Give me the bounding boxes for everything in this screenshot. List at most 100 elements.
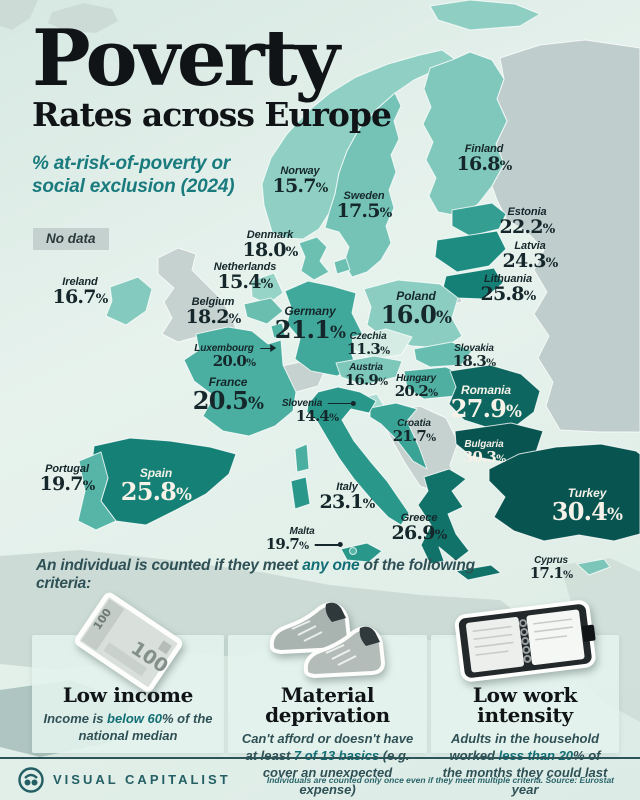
visual-capitalist-logo-icon (18, 766, 44, 793)
country-name: Cyprus (534, 555, 568, 566)
card-title-material-deprivation: Material deprivation (265, 683, 390, 727)
page-title: Poverty (32, 13, 340, 104)
country-name: Spain (139, 466, 173, 480)
country-label-ireland: Ireland 16.7% (52, 276, 109, 309)
sneakers-icon (258, 591, 398, 692)
country-rate-value: 20.0% (212, 352, 256, 370)
country-rate-value: 19.7% (266, 536, 343, 552)
country-label-greece: Greece 26.9% (391, 512, 448, 545)
country-label-germany: Germany 21.1% (274, 304, 346, 345)
country-rate-value: 15.7% (272, 175, 329, 198)
country-name: Greece (400, 512, 438, 524)
country-label-bulgaria: Bulgaria 30.3% (463, 439, 506, 465)
country-rate-value: 18.2% (185, 306, 242, 329)
country-rate-value: 20.2% (394, 382, 438, 400)
country-rate-value: 26.9% (391, 522, 448, 545)
brand-name: VISUAL CAPITALIST (53, 772, 231, 787)
country-label-turkey: Turkey 30.4% (551, 486, 623, 527)
country-label-luxembourg: Luxembourg 20.0% (194, 343, 276, 370)
country-label-italy: Italy 23.1% (320, 481, 376, 512)
country-label-portugal: Portugal 19.7% (39, 463, 96, 496)
metric-description: % at-risk-of-poverty or social exclusion… (32, 153, 235, 197)
country-label-france: France 20.5% (192, 375, 264, 416)
euro-banknote-icon: 100 100 (68, 591, 188, 700)
country-label-finland: Finland 16.8% (456, 143, 513, 176)
country-label-romania: Romania 27.9% (450, 383, 522, 424)
country-label-norway: Norway 15.7% (272, 165, 329, 198)
country-label-hungary: Hungary 20.2% (395, 373, 438, 399)
country-label-croatia: Croatia 21.7% (393, 418, 436, 444)
country-rate-value: 15.4% (217, 271, 274, 294)
country-name: Malta (289, 526, 315, 537)
pointer-arrow-icon (314, 542, 343, 547)
country-name: Austria (349, 362, 383, 373)
country-rate-value: 22.2% (499, 216, 556, 239)
country-name: Lithuania (483, 273, 532, 285)
country-name: Slovenia (282, 398, 357, 409)
card-body-material-deprivation: Can't afford or doesn't have at least 7 … (241, 731, 414, 798)
planner-icon (447, 591, 603, 692)
country-name: Ireland (62, 276, 98, 288)
country-label-slovakia: Slovakia 18.3% (453, 343, 496, 369)
country-name: Estonia (507, 206, 547, 218)
country-label-denmark: Denmark 18.0% (242, 229, 299, 262)
country-label-slovenia: Slovenia 14.4% (282, 398, 357, 425)
country-rate-value: 16.7% (52, 286, 109, 309)
card-body-low-income: Income is below 60% of the national medi… (43, 711, 213, 744)
country-name: Slovakia (454, 343, 494, 354)
country-rate-value: 16.8% (456, 153, 513, 176)
country-rate-value: 30.3% (462, 448, 506, 466)
footnote-source: Individuals are counted only once even i… (266, 774, 614, 785)
country-rate-value: 16.9% (344, 371, 388, 389)
country-label-spain: Spain 25.8% (120, 466, 192, 507)
country-rate-value: 21.7% (392, 427, 436, 445)
country-rate-value: 17.5% (336, 200, 393, 223)
country-label-austria: Austria 16.9% (345, 362, 388, 388)
country-name: Germany (284, 304, 336, 318)
country-name: Norway (280, 165, 320, 177)
country-rate-value: 14.4% (295, 407, 339, 425)
country-rate-value: 27.9% (450, 394, 522, 424)
country-name: Netherlands (213, 261, 277, 273)
country-label-netherlands: Netherlands 15.4% (213, 261, 277, 294)
country-name: Romania (461, 383, 511, 397)
country-name: Portugal (45, 463, 89, 475)
country-name: Denmark (246, 229, 294, 241)
country-name: Croatia (397, 418, 431, 429)
country-label-malta: Malta 19.7% (266, 526, 343, 552)
page-subtitle: Rates across Europe (32, 95, 392, 135)
country-name: Poland (396, 289, 436, 303)
country-rate-value: 21.1% (274, 315, 346, 345)
country-rate-value: 18.0% (242, 239, 299, 262)
country-rate-value: 17.1% (529, 564, 573, 582)
country-name: Italy (336, 481, 358, 493)
country-label-lithuania: Lithuania 25.8% (481, 273, 537, 304)
no-data-legend-chip: No data (33, 228, 109, 250)
card-title-low-work-intensity: Low work intensity (472, 683, 578, 727)
pointer-arrow-icon (328, 401, 357, 406)
country-rate-value: 20.5% (192, 386, 264, 416)
criteria-card-low-work-intensity: Low work intensity Adults in the househo… (431, 600, 619, 797)
card-body-low-work-intensity: Adults in the household worked less than… (442, 731, 608, 798)
country-name: Finland (464, 143, 504, 155)
country-name: Turkey (567, 486, 607, 500)
country-rate-value: 19.7% (39, 473, 96, 496)
country-rate-value: 16.0% (380, 300, 452, 330)
country-label-czechia: Czechia 11.3% (347, 331, 390, 357)
country-rate-value: 30.4% (551, 497, 623, 527)
country-name: Sweden (343, 190, 385, 202)
country-name: Czechia (349, 331, 387, 342)
country-name: Bulgaria (464, 439, 504, 450)
footer: VISUAL CAPITALIST Individuals are counte… (0, 757, 640, 800)
country-name: Luxembourg (194, 343, 276, 354)
criteria-card-material-deprivation: Material deprivation Can't afford or doe… (228, 602, 427, 797)
criteria-card-low-income: 100 100 Low income Income is below 60% o… (32, 592, 224, 753)
country-name: France (208, 375, 248, 389)
country-rate-value: 25.8% (120, 477, 192, 507)
country-rate-value: 18.3% (452, 352, 496, 370)
country-label-poland: Poland 16.0% (380, 289, 452, 330)
country-label-belgium: Belgium 18.2% (185, 296, 242, 329)
country-label-cyprus: Cyprus 17.1% (530, 555, 573, 581)
